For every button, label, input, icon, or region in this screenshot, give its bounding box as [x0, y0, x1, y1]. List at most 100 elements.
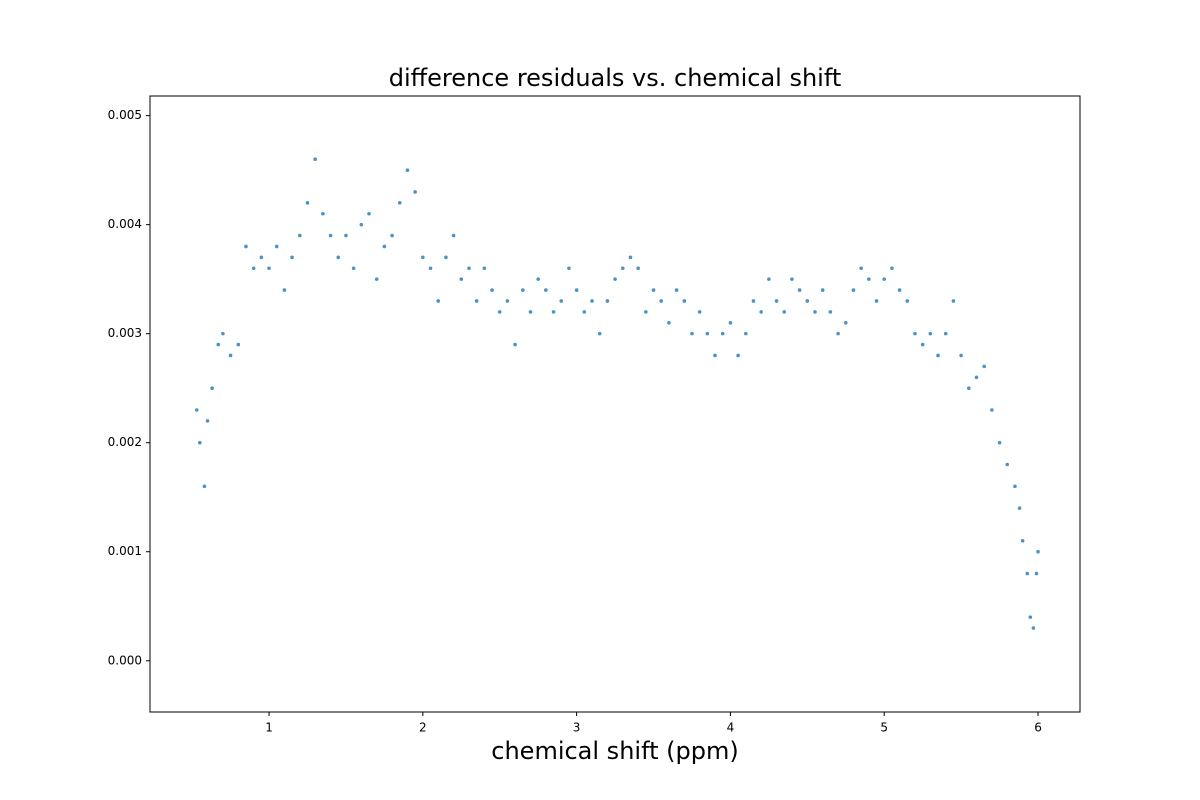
point	[444, 255, 448, 260]
plot-frame	[149, 95, 1081, 713]
point	[867, 277, 871, 281]
point	[574, 288, 579, 292]
point	[216, 342, 221, 347]
point	[321, 211, 325, 216]
point	[1036, 549, 1040, 554]
point	[359, 222, 364, 227]
point	[467, 266, 471, 271]
point	[228, 353, 233, 358]
point	[428, 266, 433, 271]
point	[221, 331, 225, 336]
point	[920, 342, 925, 347]
point	[397, 201, 402, 205]
point	[259, 255, 264, 260]
point	[382, 244, 387, 249]
point	[328, 233, 333, 238]
point	[1020, 539, 1025, 543]
point	[767, 277, 771, 281]
y-tick-label: 0.005	[108, 108, 142, 122]
point	[551, 310, 556, 314]
point	[905, 299, 910, 303]
point	[774, 299, 779, 303]
point	[459, 277, 464, 281]
point	[597, 331, 602, 336]
point	[974, 375, 979, 380]
point	[374, 277, 379, 281]
point	[251, 266, 256, 271]
point	[202, 484, 207, 489]
point	[236, 342, 241, 347]
point	[705, 331, 710, 336]
point	[882, 277, 887, 281]
point	[913, 331, 917, 336]
point	[436, 299, 441, 303]
point	[205, 419, 210, 423]
point	[344, 233, 348, 238]
point	[967, 386, 971, 390]
point	[290, 255, 294, 260]
point	[274, 244, 279, 249]
point	[820, 288, 825, 292]
point	[474, 299, 479, 303]
point	[267, 266, 271, 271]
point	[528, 310, 533, 314]
point	[451, 233, 456, 238]
point	[1028, 615, 1033, 619]
point	[690, 331, 694, 336]
point	[897, 288, 902, 292]
point	[413, 190, 417, 194]
x-tick-label: 3	[573, 721, 581, 735]
point	[582, 310, 587, 314]
point	[843, 320, 848, 325]
point	[859, 266, 863, 271]
point	[282, 288, 287, 292]
point	[890, 266, 894, 271]
point	[390, 233, 394, 238]
point	[728, 320, 733, 325]
point	[405, 168, 410, 172]
point	[736, 353, 740, 358]
y-tick-label: 0.002	[108, 435, 142, 449]
point	[567, 266, 571, 271]
point	[536, 277, 540, 281]
point	[297, 233, 302, 238]
y-tick-label: 0.000	[108, 653, 142, 667]
point	[1031, 626, 1036, 630]
point	[674, 288, 679, 292]
point	[751, 299, 756, 303]
point	[982, 364, 986, 369]
point	[667, 320, 671, 325]
point	[210, 386, 214, 390]
point	[1034, 571, 1039, 576]
point	[605, 299, 610, 303]
point	[628, 255, 633, 260]
point	[790, 277, 794, 281]
point	[351, 266, 356, 271]
point	[797, 288, 802, 292]
point	[682, 299, 687, 303]
point	[928, 331, 933, 336]
point	[482, 266, 487, 271]
point	[644, 310, 648, 314]
point	[505, 299, 510, 303]
point	[713, 353, 717, 358]
point	[1013, 484, 1017, 489]
point	[513, 342, 517, 347]
x-tick-label: 1	[265, 721, 273, 735]
point	[744, 331, 748, 336]
point	[836, 331, 840, 336]
point	[198, 440, 202, 445]
point	[559, 299, 564, 303]
chart-title: difference residuals vs. chemical shift	[389, 64, 842, 92]
point	[720, 331, 725, 336]
point	[636, 266, 640, 271]
point	[782, 310, 787, 314]
point	[520, 288, 525, 292]
point	[805, 299, 810, 303]
point	[336, 255, 341, 260]
point	[1017, 506, 1022, 510]
point	[497, 310, 502, 314]
x-tick-label: 6	[1034, 721, 1042, 735]
y-tick-label: 0.001	[108, 544, 142, 558]
